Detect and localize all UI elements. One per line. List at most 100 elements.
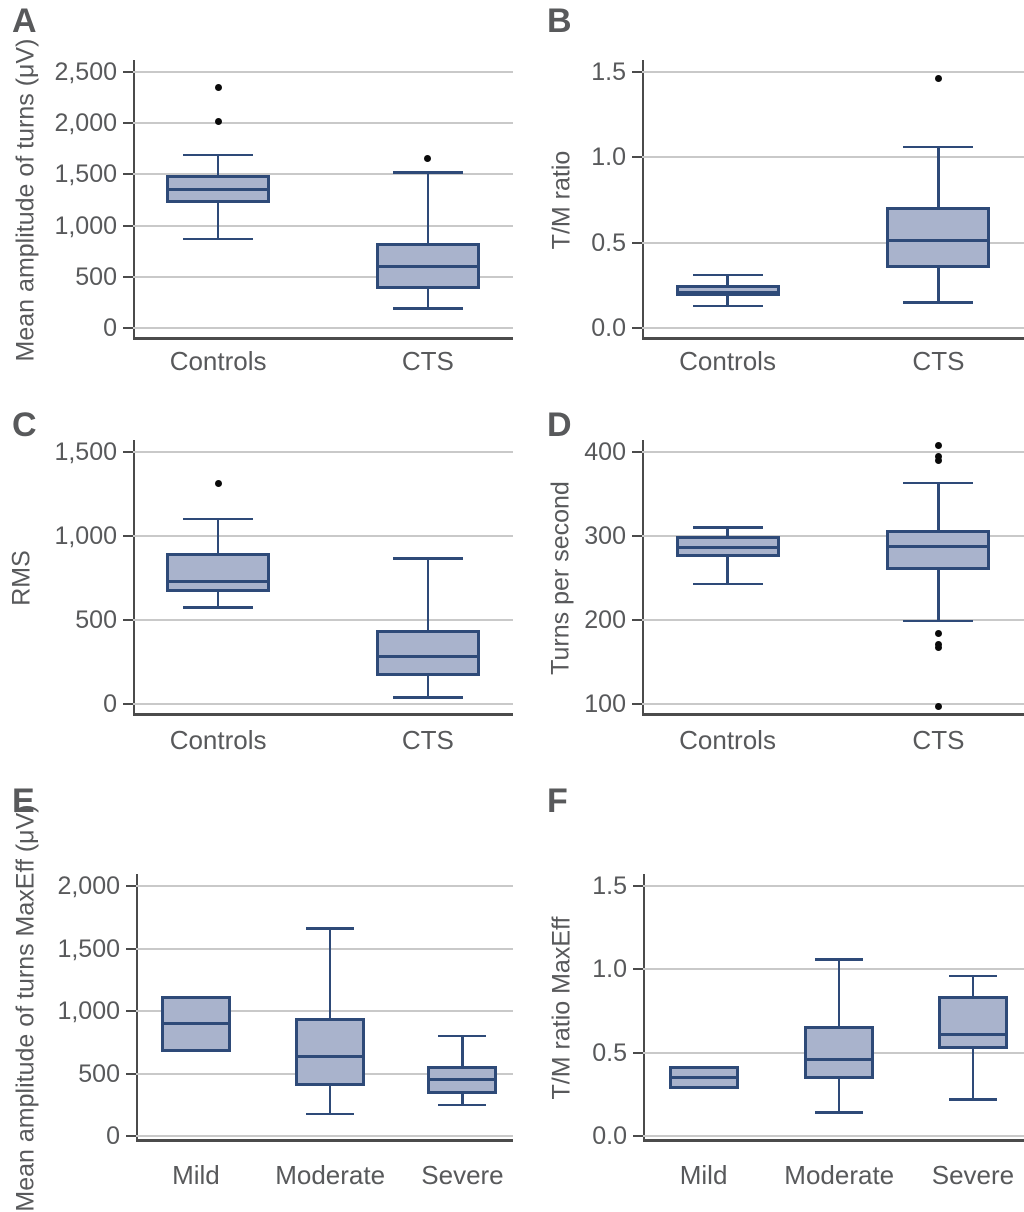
median-line [675, 546, 780, 550]
outlier-dot [214, 480, 222, 488]
gridline [133, 327, 513, 329]
y-tick-label: 1,500 [54, 438, 117, 466]
y-tick-mark [123, 173, 133, 176]
plot-area [642, 440, 1024, 716]
y-tick-mark [126, 1135, 136, 1137]
y-tick-label: 1.0 [591, 143, 626, 172]
y-tick-label: 1.0 [592, 955, 627, 984]
median-line [375, 654, 480, 658]
y-tick-mark [633, 885, 643, 887]
median-line [886, 544, 991, 548]
y-tick-label: 2,000 [57, 872, 120, 900]
outlier-dot [934, 644, 942, 652]
x-category-label: Controls [169, 725, 267, 755]
box [886, 530, 991, 570]
y-tick-mark [632, 241, 642, 244]
y-tick-mark [126, 947, 136, 950]
outlier-dot [214, 83, 222, 91]
y-tick-mark [123, 122, 133, 125]
x-category-label: CTS [401, 725, 454, 755]
x-category-label: Mild [679, 1160, 728, 1190]
plot-area [643, 874, 1024, 1142]
whisker-cap-low [692, 582, 763, 586]
outlier-dot [934, 703, 942, 711]
x-category-label: CTS [401, 346, 454, 376]
y-axis-title: Turns per second [546, 481, 575, 675]
y-axis-title: Mean amplitude of turns (μV) [11, 38, 40, 362]
x-category-label: Severe [931, 1160, 1015, 1190]
whisker-cap-low [306, 1112, 355, 1116]
gridline [642, 703, 1024, 705]
median-line [937, 1032, 1008, 1036]
y-tick-mark [633, 968, 643, 971]
whisker-cap-high [392, 171, 463, 174]
whisker-cap-high [815, 958, 864, 961]
y-tick-label: 0 [106, 1122, 120, 1150]
outlier-dot [934, 452, 942, 460]
x-category-label: Controls [679, 346, 776, 376]
y-tick-mark [123, 224, 133, 227]
median-line [295, 1055, 366, 1059]
box [166, 552, 271, 593]
outlier-dot [934, 629, 942, 637]
box [375, 630, 480, 677]
gridline [136, 947, 513, 950]
x-category-label: Mild [172, 1160, 220, 1190]
whisker-cap-high [306, 927, 355, 930]
y-tick-mark [632, 71, 642, 73]
y-tick-mark [123, 71, 133, 73]
whisker-cap-high [183, 153, 254, 157]
whisker-cap-high [948, 974, 997, 978]
gridline [136, 1010, 513, 1012]
gridline [133, 173, 513, 176]
whisker-cap-low [948, 1098, 997, 1101]
x-category-label: Controls [169, 346, 267, 376]
median-line [375, 265, 480, 269]
median-line [427, 1078, 498, 1082]
gridline [642, 535, 1024, 537]
y-tick-label: 0.5 [591, 228, 626, 257]
median-line [886, 239, 991, 243]
x-category-label: Moderate [275, 1160, 386, 1190]
plot-area [133, 60, 513, 340]
gridline [642, 619, 1024, 621]
y-tick-mark [632, 156, 642, 159]
y-tick-label: 0.0 [591, 314, 626, 342]
whisker-cap-low [903, 301, 974, 304]
median-line [160, 1022, 231, 1025]
panel-letter: A [12, 2, 37, 40]
box [804, 1026, 875, 1080]
y-tick-label: 1.5 [591, 58, 626, 86]
y-tick-label: 500 [78, 1059, 120, 1088]
whisker-cap-high [692, 273, 763, 277]
gridline [642, 156, 1024, 159]
plot-area [642, 60, 1024, 340]
gridline [642, 327, 1024, 329]
gridline [136, 1135, 513, 1137]
gridline [133, 71, 513, 73]
whisker-cap-high [903, 145, 974, 149]
median-line [166, 579, 271, 583]
gridline [133, 275, 513, 278]
y-tick-label: 400 [584, 438, 626, 466]
x-category-label: Moderate [784, 1160, 895, 1190]
whisker-cap-low [692, 304, 763, 308]
gridline [643, 968, 1024, 971]
y-tick-label: 0 [103, 690, 117, 718]
y-tick-label: 1,500 [54, 160, 117, 189]
y-tick-label: 1,000 [54, 211, 117, 240]
y-tick-label: 1,000 [57, 997, 120, 1025]
box [295, 1017, 366, 1086]
gridline [133, 122, 513, 125]
panel-letter: D [547, 406, 572, 444]
y-tick-mark [126, 1072, 136, 1075]
outlier-dot [214, 117, 222, 125]
y-tick-mark [633, 1051, 643, 1054]
y-tick-mark [126, 1010, 136, 1012]
plot-area [133, 440, 513, 716]
whisker-line [426, 558, 430, 698]
whisker-cap-low [392, 307, 463, 310]
outlier-dot [424, 154, 432, 162]
x-category-label: CTS [912, 725, 965, 755]
y-tick-mark [123, 703, 133, 705]
